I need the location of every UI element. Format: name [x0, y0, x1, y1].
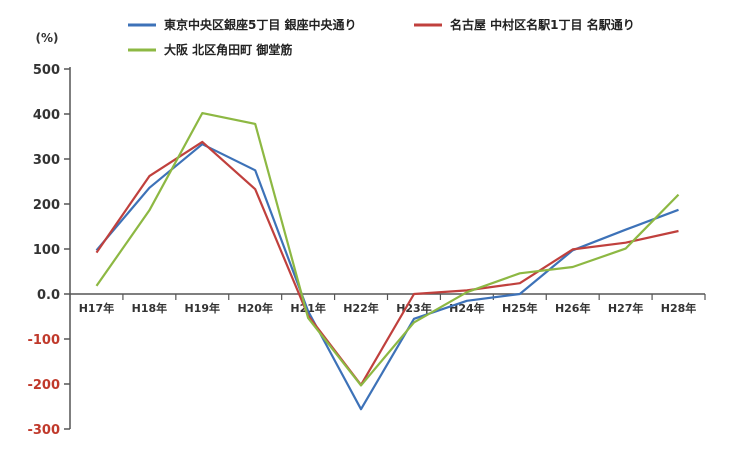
- x-tick-label: H28年: [661, 301, 697, 315]
- y-tick-label: 200: [33, 198, 60, 213]
- y-axis-ticks: 500 400 300 200 100 0.0 -100 -200 -300: [27, 63, 70, 438]
- x-tick-label: H19年: [185, 301, 221, 315]
- series-line-3: [95, 111, 680, 387]
- series-line-1: [95, 143, 679, 411]
- y-tick-label: -200: [27, 378, 60, 393]
- x-tick-label: H17年: [79, 301, 115, 315]
- x-tick-label: H20年: [237, 301, 273, 315]
- legend-label: 大阪 北区角田町 御堂筋: [164, 42, 292, 57]
- series-line-2: [95, 140, 679, 386]
- y-tick-label: -100: [27, 333, 60, 348]
- legend-label: 名古屋 中村区名駅1丁目 名駅通り: [450, 17, 635, 32]
- x-tick-label: H22年: [343, 301, 379, 315]
- y-tick-label: 0.0: [37, 288, 60, 303]
- x-axis-ticks: H17年 H18年 H19年 H20年 H21年 H22年 H23年 H24年 H25年 H26年…: [69, 294, 706, 315]
- x-tick-label: H24年: [449, 301, 485, 315]
- x-tick-label: H21年: [290, 301, 326, 315]
- y-tick-label: -300: [27, 423, 60, 438]
- chart-axes: [69, 67, 705, 429]
- x-tick-label: H18年: [132, 301, 168, 315]
- series-lines: [95, 111, 680, 411]
- y-tick-label: 400: [33, 108, 60, 123]
- x-tick-label: H26年: [555, 301, 591, 315]
- x-tick-label: H23年: [396, 301, 432, 315]
- y-tick-label: 100: [33, 243, 60, 258]
- legend-label: 東京中央区銀座5丁目 銀座中央通り: [164, 17, 357, 32]
- y-tick-label: 500: [33, 63, 60, 78]
- x-tick-label: H27年: [608, 301, 644, 315]
- x-tick-label: H25年: [502, 301, 538, 315]
- y-axis-unit-label: (%): [36, 31, 59, 45]
- y-tick-label: 300: [33, 153, 60, 168]
